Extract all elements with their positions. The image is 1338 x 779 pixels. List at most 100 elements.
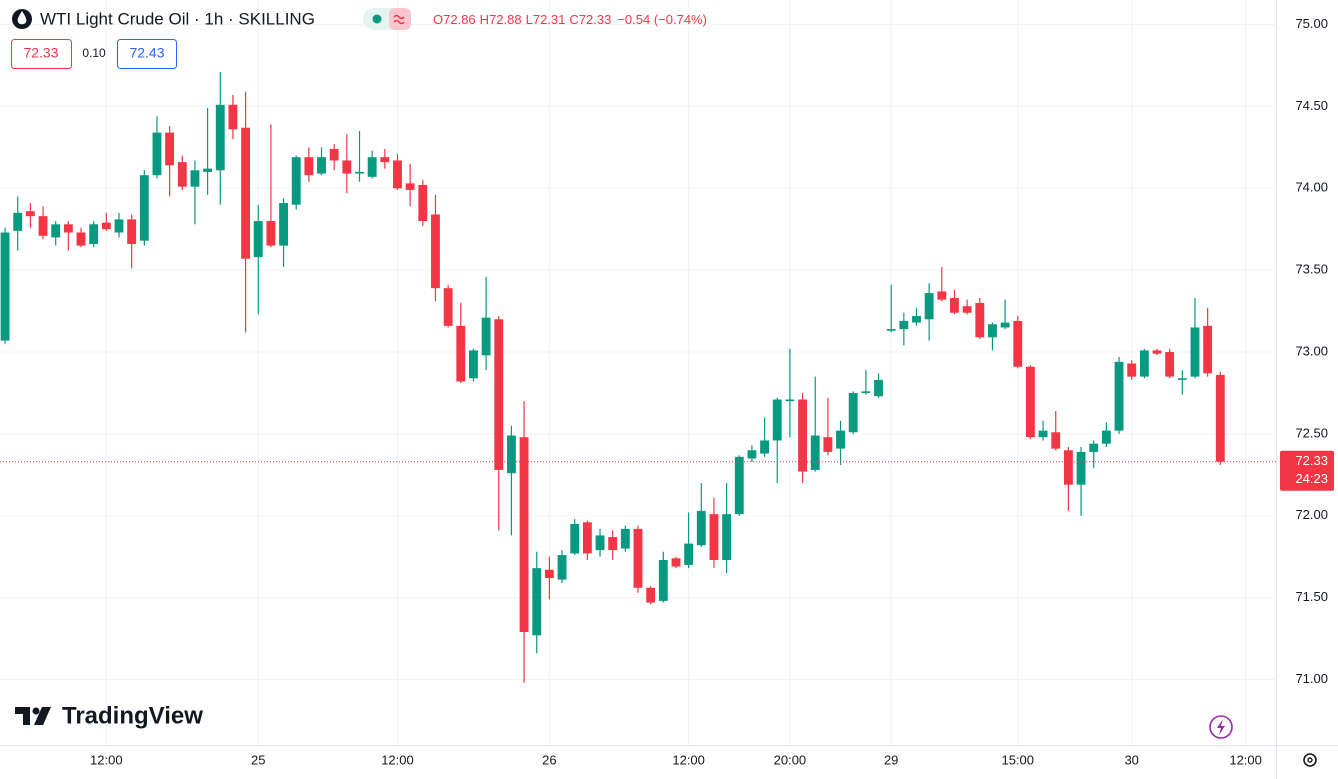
candle-body xyxy=(772,399,782,441)
candle-body xyxy=(886,329,896,331)
y-tick-label: 71.50 xyxy=(1295,589,1328,604)
ohlc-key: L xyxy=(526,12,533,27)
x-tick-label: 30 xyxy=(1124,752,1138,767)
ohlc-key: C xyxy=(569,12,578,27)
candle-body xyxy=(76,232,86,246)
candle-body xyxy=(418,185,428,222)
candle-body xyxy=(279,203,288,246)
candle-body xyxy=(532,568,542,636)
candle-body xyxy=(291,157,301,205)
candle-body xyxy=(1076,451,1086,485)
candle-body xyxy=(633,528,643,588)
y-tick-label: 73.00 xyxy=(1295,343,1328,358)
candle-body xyxy=(1177,378,1187,380)
candle-body xyxy=(1114,361,1124,431)
candle-body xyxy=(1203,325,1213,374)
candle-body xyxy=(177,162,187,187)
candle-body xyxy=(1025,366,1035,438)
candle-body xyxy=(975,302,985,338)
market-open-dot xyxy=(372,14,382,24)
y-tick-label: 74.00 xyxy=(1295,180,1328,195)
y-tick-label: 75.00 xyxy=(1295,16,1328,31)
ohlc-key: H xyxy=(480,12,489,27)
candle-body xyxy=(1127,363,1137,377)
candle-body xyxy=(899,320,909,330)
candle-body xyxy=(1000,322,1010,328)
ohlc-value: 72.31 xyxy=(533,12,566,27)
candle-body xyxy=(38,216,48,236)
candle-body xyxy=(747,450,757,459)
symbol-title: WTI Light Crude Oil · 1h · SKILLING xyxy=(40,9,315,28)
candle-body xyxy=(823,437,833,452)
tradingview-logo[interactable]: TradingView xyxy=(15,702,203,729)
candle-body xyxy=(494,319,504,470)
delay-badge xyxy=(389,8,411,30)
candle-body xyxy=(734,456,744,515)
candle-body xyxy=(443,288,453,326)
sell-button[interactable] xyxy=(11,39,72,69)
candle-body xyxy=(481,317,491,356)
candle-body xyxy=(1152,350,1162,354)
candle-body xyxy=(405,183,415,190)
delay-icon xyxy=(393,14,405,25)
ohlc-key: O xyxy=(433,12,443,27)
candle-body xyxy=(114,219,124,233)
x-tick-label: 12:00 xyxy=(1229,752,1262,767)
candle-body xyxy=(722,514,732,560)
last-price-label: 72.33 xyxy=(1295,453,1328,468)
candle-body xyxy=(1013,320,1023,367)
y-tick-label: 72.00 xyxy=(1295,507,1328,522)
ohlc-values: O72.86 H72.88 L72.31 C72.33 −0.54 (−0.74%) xyxy=(433,12,707,27)
change: −0.54 (−0.74%) xyxy=(617,12,707,27)
logo-dot xyxy=(32,707,40,715)
x-tick-label: 15:00 xyxy=(1001,752,1034,767)
candle-body xyxy=(317,157,326,174)
candle-body xyxy=(684,543,694,565)
candle-body xyxy=(152,132,162,176)
candle-body xyxy=(848,392,858,433)
candle-body xyxy=(355,171,364,174)
candle-body xyxy=(912,316,921,323)
buy-button[interactable] xyxy=(117,39,177,69)
candle-body xyxy=(798,399,807,472)
candle-body xyxy=(861,391,871,393)
x-tick-label: 25 xyxy=(251,752,265,767)
candle-body xyxy=(671,558,681,567)
candle-body xyxy=(1101,430,1111,444)
symbol-header[interactable]: WTI Light Crude Oil · 1h · SKILLING xyxy=(12,9,315,29)
lightning-button[interactable] xyxy=(1209,715,1233,739)
candle-body xyxy=(874,379,883,397)
candle-body xyxy=(13,212,23,231)
settings-button[interactable] xyxy=(1303,753,1317,767)
candle-body xyxy=(785,399,795,402)
x-tick-label: 12:00 xyxy=(672,752,705,767)
countdown: 24:23 xyxy=(1295,471,1328,486)
candle-body xyxy=(924,293,934,320)
candle-body xyxy=(620,528,630,549)
candle-body xyxy=(595,535,605,551)
logo-mark xyxy=(34,707,51,725)
candle-body xyxy=(1089,443,1099,452)
candle-body xyxy=(962,306,972,313)
x-tick-label: 26 xyxy=(542,752,556,767)
candle-body xyxy=(228,104,238,130)
candle-body xyxy=(266,221,276,246)
candle-body xyxy=(937,291,947,300)
sell-price: 72.33 xyxy=(23,45,58,61)
candle-body xyxy=(215,104,225,171)
candle-body xyxy=(329,149,339,161)
candle-body xyxy=(506,435,516,474)
candle-body xyxy=(127,219,137,244)
x-tick-label: 29 xyxy=(884,752,898,767)
x-tick-label: 12:00 xyxy=(90,752,123,767)
candle-body xyxy=(658,559,668,601)
candle-body xyxy=(1165,352,1175,377)
ohlc-value: 72.86 xyxy=(443,12,476,27)
candle-body xyxy=(431,214,440,289)
candle-body xyxy=(342,160,352,174)
candle-body xyxy=(1215,374,1225,462)
candle-body xyxy=(519,437,529,633)
candle-body xyxy=(456,325,466,382)
candle-body xyxy=(380,157,390,163)
